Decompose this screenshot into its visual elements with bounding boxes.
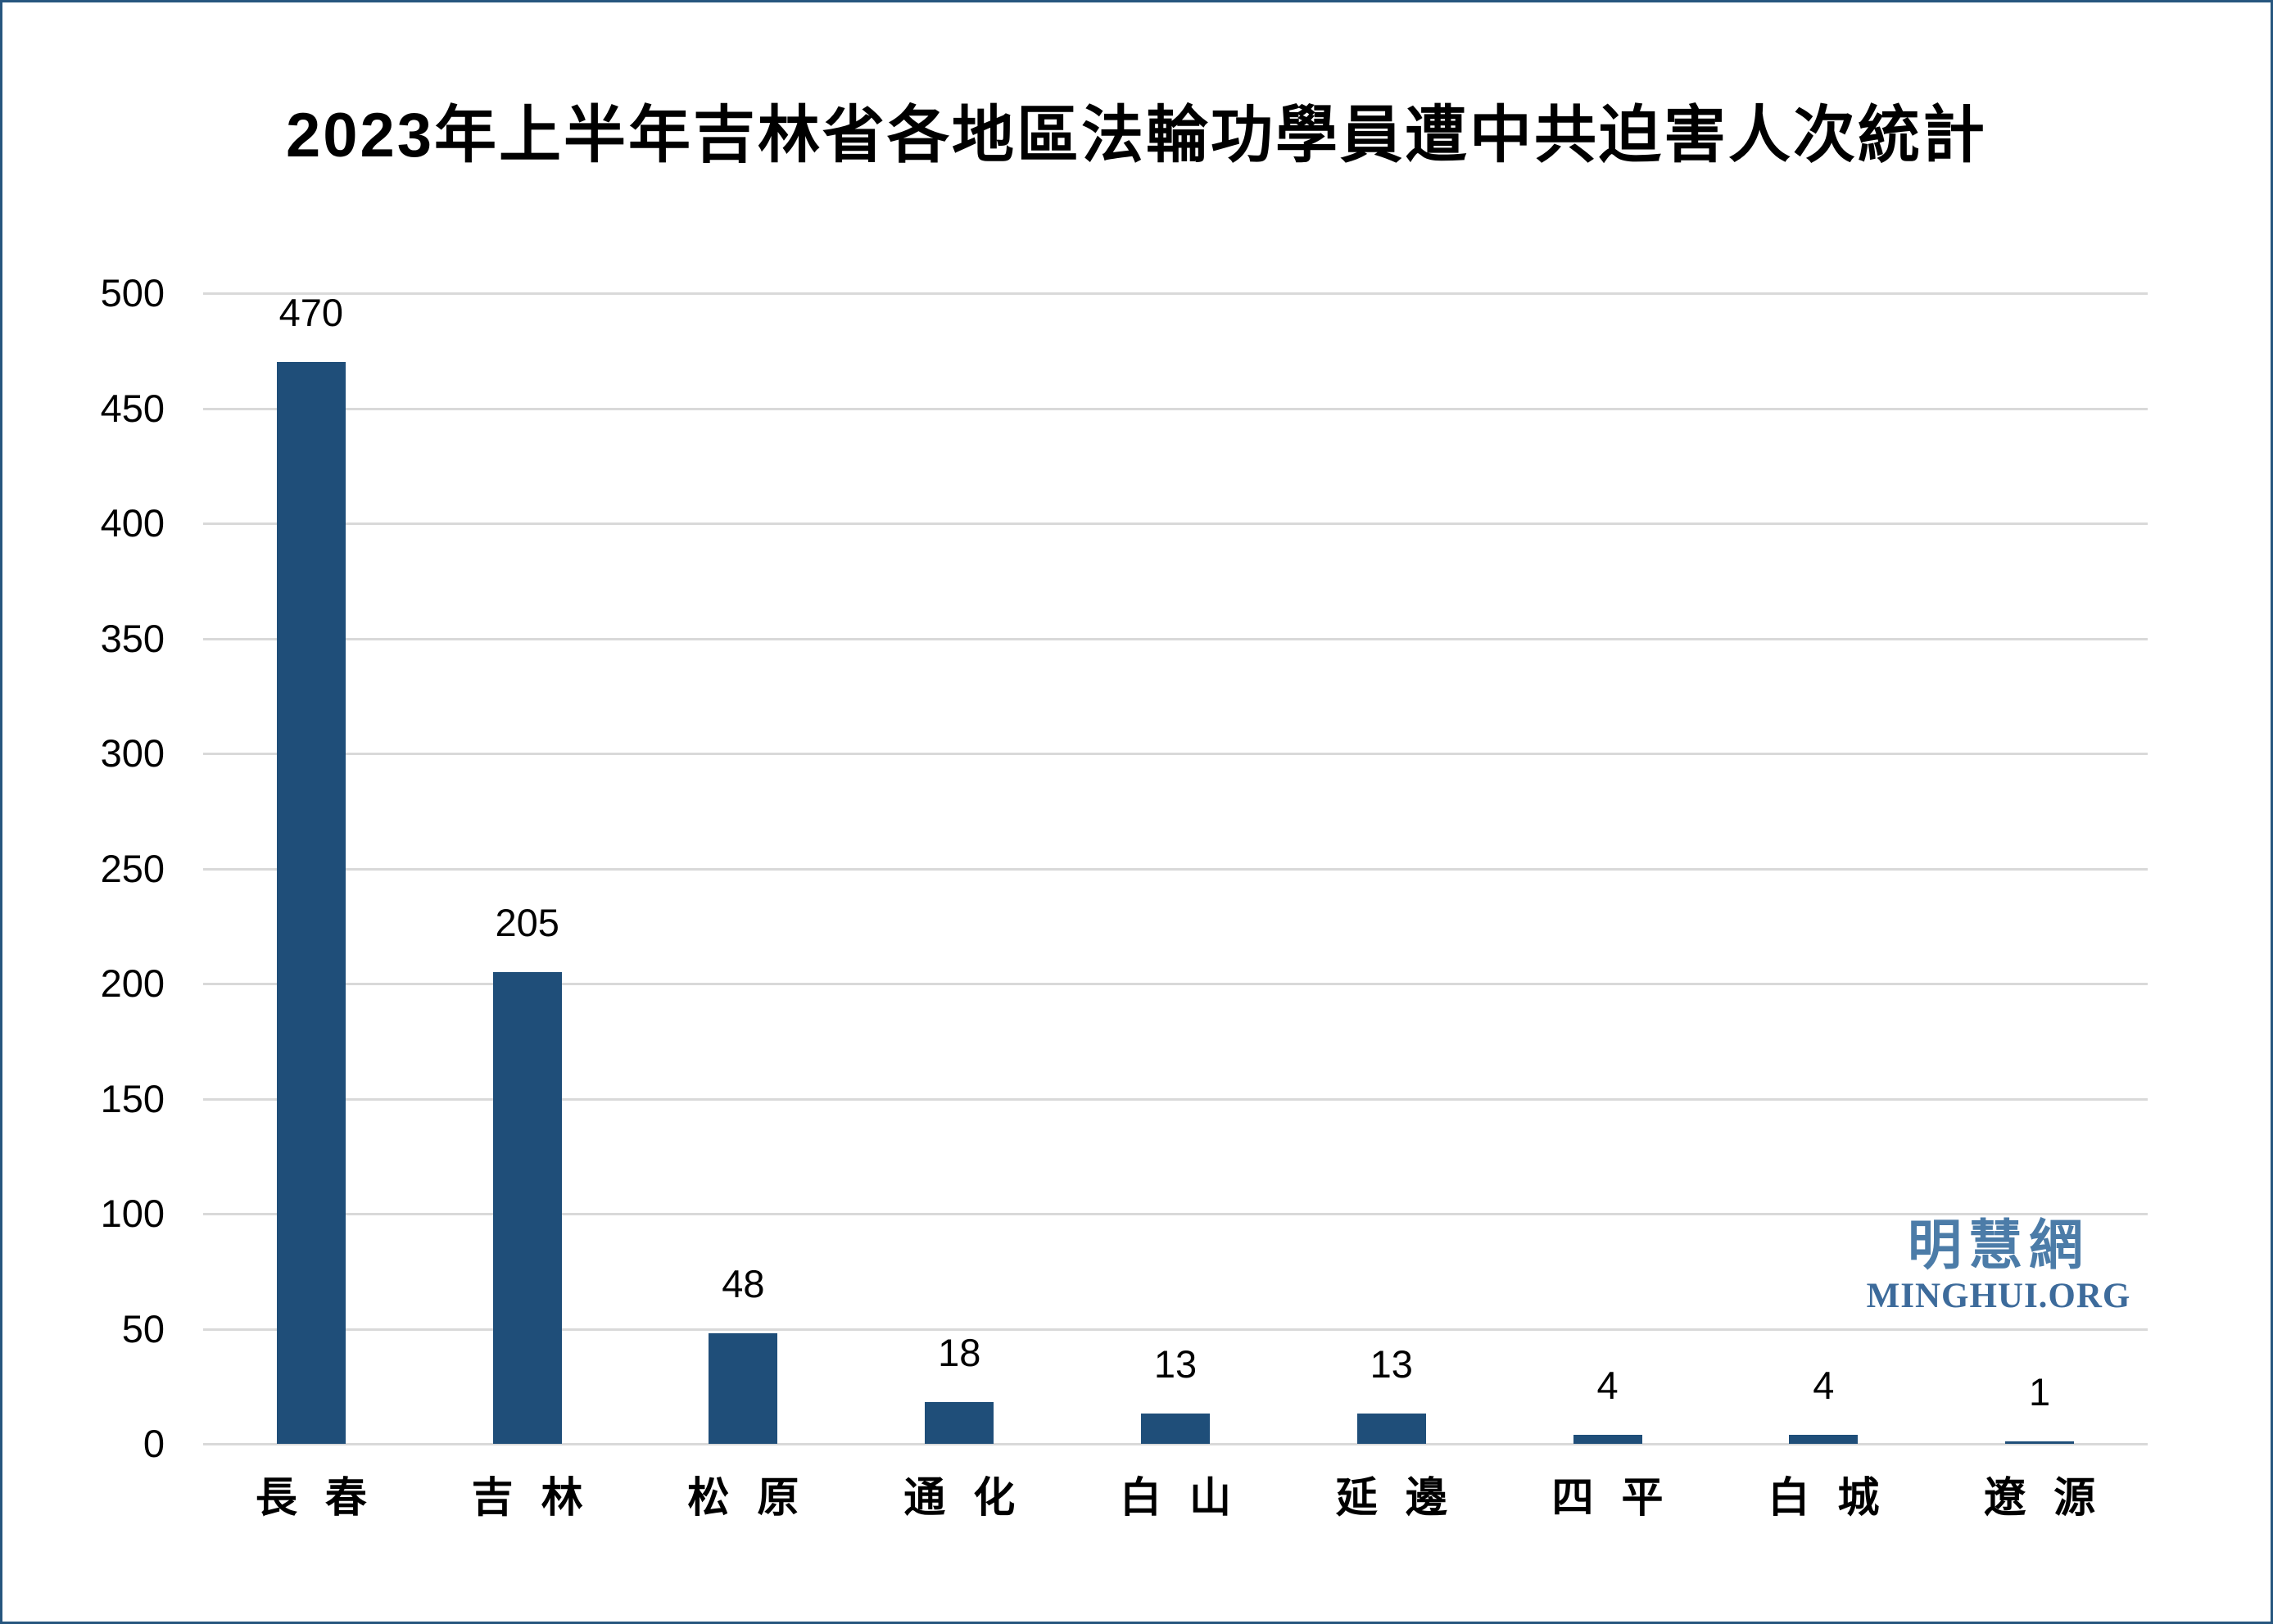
y-tick-label-100: 100 bbox=[100, 1192, 165, 1235]
bar-value-label-白城: 4 bbox=[1813, 1363, 1835, 1407]
gridline-0 bbox=[203, 1443, 2148, 1445]
bar-value-label-白山: 13 bbox=[1153, 1342, 1198, 1387]
gridline-200 bbox=[203, 983, 2148, 985]
x-category-label-長春: 長春 bbox=[255, 1474, 395, 1521]
y-tick-label-350: 350 bbox=[100, 616, 165, 660]
gridline-500 bbox=[203, 292, 2148, 295]
bar-遼源 bbox=[2005, 1441, 2075, 1444]
gridline-300 bbox=[203, 753, 2148, 755]
bar-松原 bbox=[709, 1333, 778, 1444]
bar-吉林 bbox=[492, 971, 562, 1444]
bar-value-label-四平: 4 bbox=[1596, 1363, 1619, 1407]
gridline-450 bbox=[203, 407, 2148, 410]
bar-value-label-吉林: 205 bbox=[495, 900, 559, 944]
bar-value-label-通化: 18 bbox=[938, 1331, 981, 1375]
y-tick-label-250: 250 bbox=[100, 846, 165, 890]
bar-白城 bbox=[1789, 1434, 1859, 1444]
bar-延邊 bbox=[1356, 1414, 1426, 1444]
x-category-label-白山: 白山 bbox=[1119, 1474, 1259, 1521]
bar-value-label-松原: 48 bbox=[722, 1262, 765, 1306]
y-tick-label-200: 200 bbox=[100, 961, 165, 1005]
watermark-latin-text: MINGHUI.ORG bbox=[1866, 1277, 2131, 1315]
gridline-50 bbox=[203, 1328, 2148, 1331]
y-tick-label-50: 50 bbox=[121, 1306, 165, 1350]
gridline-250 bbox=[203, 867, 2148, 871]
bar-白山 bbox=[1141, 1414, 1210, 1444]
bar-value-label-遼源: 1 bbox=[2029, 1370, 2051, 1414]
gridline-100 bbox=[203, 1213, 2148, 1215]
gridline-150 bbox=[203, 1097, 2148, 1101]
x-category-label-遼源: 遼源 bbox=[1984, 1474, 2124, 1521]
y-tick-label-150: 150 bbox=[100, 1076, 165, 1120]
x-category-label-通化: 通化 bbox=[903, 1474, 1044, 1521]
x-category-label-四平: 四平 bbox=[1551, 1474, 1691, 1521]
chart-title: 2023年上半年吉林省各地區法輪功學員遭中共迫害人次統計 bbox=[285, 101, 1988, 170]
y-tick-label-300: 300 bbox=[100, 731, 165, 775]
bar-value-label-長春: 470 bbox=[278, 291, 344, 335]
gridline-400 bbox=[203, 522, 2148, 525]
y-tick-label-450: 450 bbox=[100, 386, 165, 430]
x-category-label-吉林: 吉林 bbox=[471, 1474, 611, 1521]
bar-長春 bbox=[276, 362, 346, 1444]
bar-value-label-延邊: 13 bbox=[1370, 1342, 1413, 1387]
gridline-350 bbox=[203, 637, 2148, 640]
watermark-cjk-text: 明慧網 bbox=[1908, 1215, 2090, 1275]
x-category-label-白城: 白城 bbox=[1768, 1474, 1908, 1521]
y-tick-label-0: 0 bbox=[143, 1422, 165, 1465]
y-tick-label-500: 500 bbox=[100, 271, 165, 314]
bar-四平 bbox=[1573, 1434, 1642, 1444]
bar-通化 bbox=[925, 1402, 994, 1444]
x-category-label-延邊: 延邊 bbox=[1335, 1474, 1475, 1521]
x-category-label-松原: 松原 bbox=[687, 1474, 827, 1521]
y-tick-label-400: 400 bbox=[100, 501, 165, 545]
minghui-watermark: 明慧網 MINGHUI.ORG bbox=[1863, 1213, 2134, 1316]
